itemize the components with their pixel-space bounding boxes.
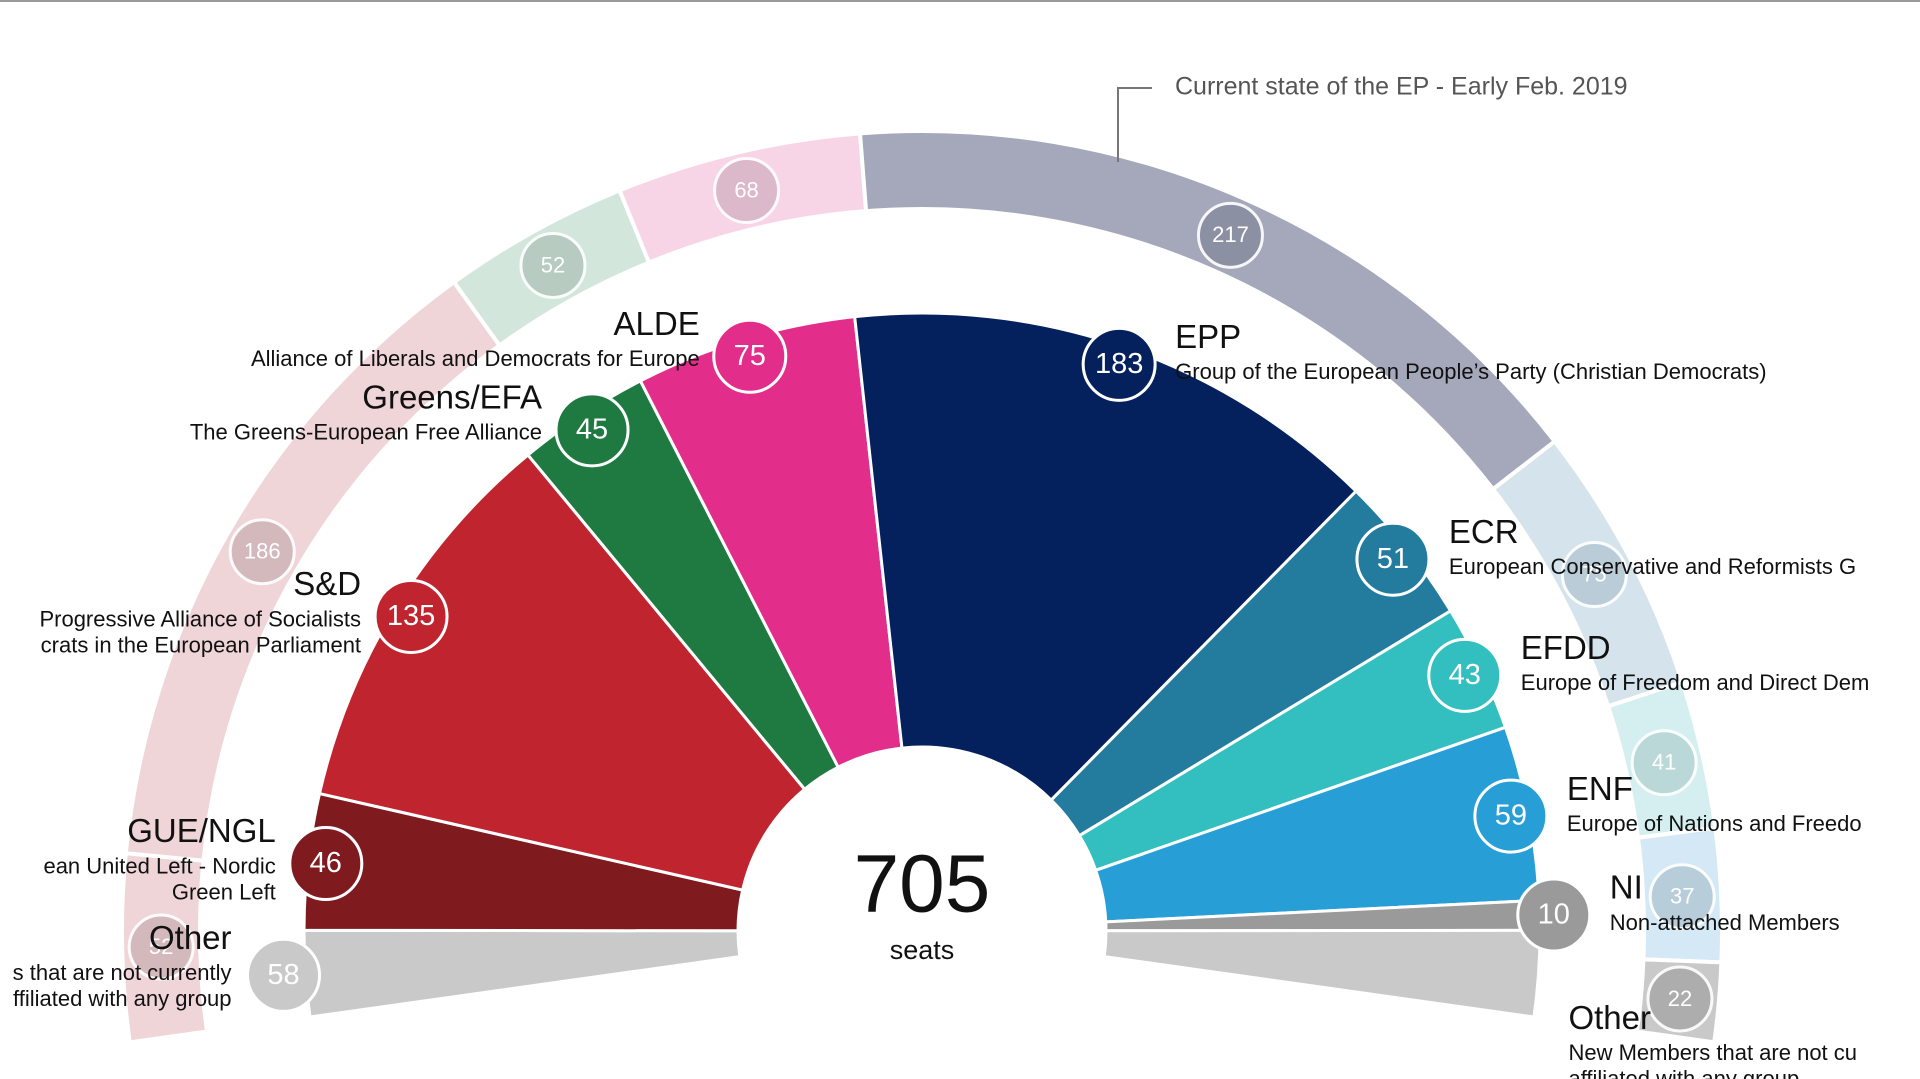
value-badge [1427, 637, 1503, 713]
group-description: crats in the European Parliament [41, 632, 361, 657]
value-label: 58 [267, 959, 299, 991]
group-description: affiliated with any group [1568, 1066, 1799, 1079]
group-description: Green Left [172, 879, 276, 904]
group-name: S&D [293, 565, 361, 602]
value-label: 43 [1449, 659, 1481, 691]
current-value: 41 [1652, 750, 1676, 775]
value-badge [246, 937, 322, 1013]
group-name: Other [149, 919, 232, 956]
current-badge [127, 913, 195, 981]
current-badge [713, 156, 781, 224]
current-value: 37 [1670, 884, 1694, 909]
value-badge [288, 826, 364, 902]
group-name: Other [1568, 999, 1651, 1036]
seat-wedge [302, 928, 742, 1019]
value-label: 135 [387, 600, 435, 632]
current-value: 52 [541, 252, 565, 277]
value-badge [1473, 778, 1549, 854]
value-badge [373, 578, 449, 654]
value-badge [554, 392, 630, 468]
total: 705 [854, 839, 991, 930]
current-value: 217 [1212, 222, 1249, 247]
current-value: 75 [1582, 561, 1606, 586]
group-description: Non-attached Members [1610, 910, 1840, 935]
value-badge [1516, 877, 1592, 953]
current-badge [1630, 729, 1698, 797]
seat-wedge [853, 311, 1359, 803]
current-value: 68 [734, 177, 758, 202]
current-badge [228, 518, 296, 586]
group-description: European Conservative and Reformists G [1449, 554, 1856, 579]
annotation-connector [1117, 87, 1152, 162]
current-badge [1560, 541, 1628, 609]
group-name: EFDD [1521, 629, 1611, 666]
current-badge [1648, 863, 1716, 931]
group-name: NI [1610, 869, 1643, 906]
current-value: 186 [244, 539, 281, 564]
value-label: 46 [310, 847, 342, 879]
value-label: 10 [1538, 899, 1570, 931]
value-badge [712, 318, 788, 394]
current-value: 52 [149, 934, 173, 959]
value-label: 183 [1095, 348, 1143, 380]
group-name: EPP [1175, 318, 1241, 355]
group-name: ALDE [614, 305, 700, 342]
current-value: 22 [1668, 986, 1692, 1011]
total-label: seats [890, 935, 955, 965]
seat-wedge [1102, 928, 1542, 1019]
group-description: Europe of Nations and Freedo [1567, 811, 1862, 836]
group-name: ENF [1567, 770, 1633, 807]
group-description: Europe of Freedom and Direct Dem [1521, 670, 1870, 695]
value-badge [1355, 521, 1431, 597]
value-badge [1081, 326, 1157, 402]
group-description: The Greens-European Free Alliance [190, 420, 542, 445]
seat-wedge [317, 452, 807, 892]
current-badge [1646, 965, 1714, 1033]
current-badge [519, 231, 587, 299]
group-description: ffiliated with any group [13, 986, 232, 1011]
current-badge [1196, 201, 1264, 269]
value-label: 51 [1377, 543, 1409, 575]
group-name: GUE/NGL [127, 812, 276, 849]
group-name: ECR [1449, 513, 1519, 550]
group-description: Progressive Alliance of Socialists [39, 606, 361, 631]
annotation: Current state of the EP - Early Feb. 201… [1175, 73, 1628, 101]
group-description: Group of the European People’s Party (Ch… [1175, 359, 1766, 384]
group-name: Greens/EFA [362, 379, 542, 416]
group-description: New Members that are not cu [1568, 1040, 1857, 1065]
seat-wedge [638, 315, 904, 770]
value-label: 75 [734, 340, 766, 372]
group-description: ean United Left - Nordic [43, 853, 275, 878]
value-label: 45 [576, 414, 608, 446]
group-description: s that are not currently [13, 960, 232, 985]
group-description: Alliance of Liberals and Democrats for E… [251, 346, 700, 371]
value-label: 59 [1495, 800, 1527, 832]
